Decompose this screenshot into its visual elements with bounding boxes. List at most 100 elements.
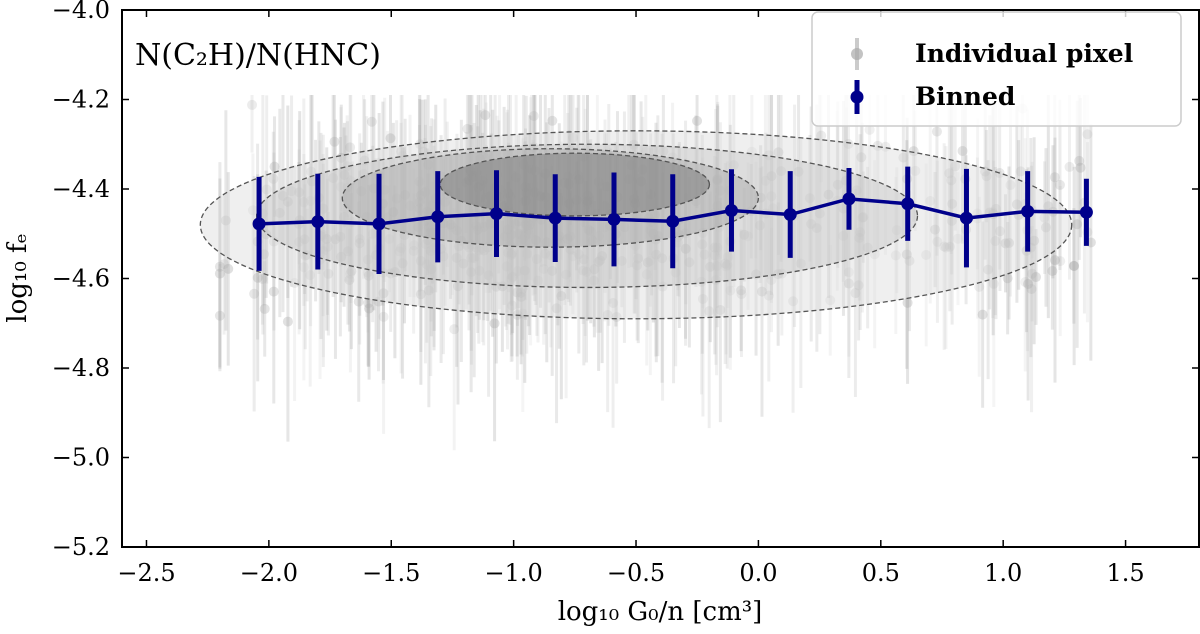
pixel-point <box>856 152 867 163</box>
y-tick-label: −4.4 <box>52 175 110 203</box>
pixel-point <box>567 132 578 143</box>
pixel-point <box>330 234 341 245</box>
pixel-point <box>931 126 942 137</box>
pixel-point <box>323 268 334 279</box>
pixel-point <box>509 218 520 229</box>
pixel-point <box>405 200 416 211</box>
pixel-point <box>373 296 384 307</box>
pixel-point <box>600 201 611 212</box>
pixel-point <box>368 183 379 194</box>
pixel-point <box>760 175 771 186</box>
pixel-point <box>908 146 919 157</box>
binned-point <box>311 215 325 229</box>
pixel-point <box>415 289 426 300</box>
pixel-point <box>318 230 329 241</box>
pixel-point <box>516 291 527 302</box>
pixel-point <box>298 197 309 208</box>
pixel-point <box>636 176 647 187</box>
pixel-point <box>414 176 425 187</box>
pixel-point <box>667 152 678 163</box>
pixel-point <box>451 225 462 236</box>
pixel-point <box>336 251 347 262</box>
pixel-point <box>340 203 351 214</box>
pixel-point <box>593 176 604 187</box>
pixel-point <box>474 265 485 276</box>
pixel-point <box>712 175 723 186</box>
pixel-point <box>697 293 708 304</box>
pixel-point <box>712 242 723 253</box>
x-tick-label: −1.5 <box>362 559 420 587</box>
pixel-point <box>628 139 639 150</box>
binned-point <box>607 212 621 226</box>
pixel-point <box>532 275 543 286</box>
pixel-point <box>595 255 606 266</box>
pixel-point <box>451 252 462 263</box>
y-tick-label: −5.0 <box>52 444 110 472</box>
pixel-point <box>720 258 731 269</box>
pixel-point <box>823 189 834 200</box>
pixel-point <box>364 303 375 314</box>
pixel-point <box>804 193 815 204</box>
pixel-point <box>423 222 434 233</box>
pixel-point <box>513 216 524 227</box>
pixel-point <box>1026 283 1037 294</box>
pixel-point <box>345 142 356 153</box>
pixel-point <box>722 260 733 271</box>
pixel-point <box>426 264 437 275</box>
pixel-point <box>318 245 329 256</box>
pixel-point <box>567 251 578 262</box>
pixel-point <box>391 193 402 204</box>
pixel-point <box>525 216 536 227</box>
pixel-point <box>561 269 572 280</box>
pixel-point <box>843 278 854 289</box>
pixel-point <box>1011 199 1022 210</box>
pixel-point <box>843 138 854 149</box>
pixel-point <box>645 225 656 236</box>
pixel-point <box>503 247 514 258</box>
pixel-point <box>335 181 346 192</box>
pixel-point <box>514 228 525 239</box>
pixel-point <box>582 198 593 209</box>
pixel-point <box>523 225 534 236</box>
pixel-point <box>696 276 707 287</box>
pixel-point <box>477 243 488 254</box>
pixel-point <box>526 164 537 175</box>
pixel-point <box>261 229 272 240</box>
binned-point <box>724 203 738 217</box>
density-contour <box>439 152 711 217</box>
pixel-point <box>452 281 463 292</box>
pixel-point <box>220 215 231 226</box>
pixel-point <box>556 291 567 302</box>
pixel-point <box>440 197 451 208</box>
pixel-point <box>890 250 901 261</box>
y-axis: −5.2 −5.0 −4.8 −4.6 −4.4 −4.2 −4.0 <box>52 0 1199 561</box>
pixel-point <box>363 298 374 309</box>
pixel-point <box>562 171 573 182</box>
pixel-point <box>857 212 868 223</box>
binned-series <box>252 166 1093 275</box>
legend-marker-pixel <box>851 48 863 60</box>
pixel-point <box>869 249 880 260</box>
pixel-point <box>571 195 582 206</box>
pixel-point <box>858 212 869 223</box>
pixel-point <box>626 160 637 171</box>
pixel-point <box>354 233 365 244</box>
y-tick-label: −4.6 <box>52 265 110 293</box>
pixel-point <box>712 201 723 212</box>
pixel-point <box>983 264 994 275</box>
pixel-point <box>616 255 627 266</box>
pixel-point <box>585 226 596 237</box>
pixel-point <box>516 287 527 298</box>
pixel-point <box>422 206 433 217</box>
x-tick-label: −2.0 <box>240 559 298 587</box>
binned-point <box>959 211 973 225</box>
pixel-point <box>299 234 310 245</box>
pixel-point <box>414 203 425 214</box>
pixel-point <box>520 181 531 192</box>
pixel-point <box>832 179 843 190</box>
x-tick-label: 1.0 <box>984 559 1022 587</box>
pixel-point <box>362 254 373 265</box>
binned-point <box>842 192 856 206</box>
pixel-point <box>421 259 432 270</box>
pixel-point <box>465 166 476 177</box>
